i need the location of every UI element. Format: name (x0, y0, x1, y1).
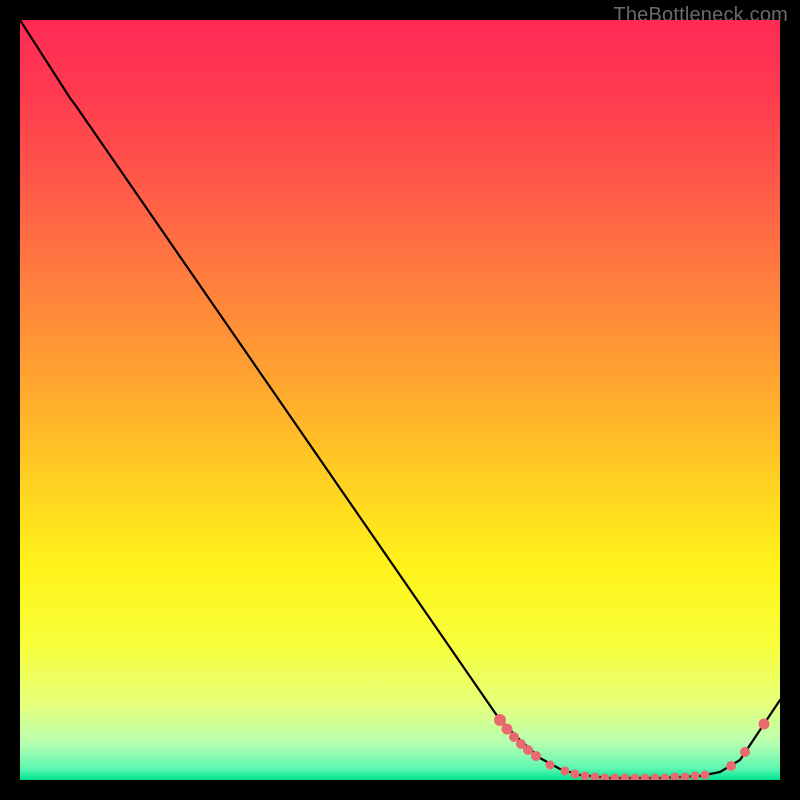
data-marker (523, 745, 533, 755)
data-markers (494, 714, 770, 780)
data-marker (494, 714, 506, 726)
curve-layer (20, 20, 780, 780)
bottleneck-curve (20, 20, 780, 778)
data-marker (561, 767, 570, 776)
data-marker (661, 774, 670, 781)
data-marker (740, 747, 750, 757)
data-marker (726, 761, 736, 771)
data-marker (681, 773, 690, 781)
data-marker (581, 772, 590, 781)
data-marker (759, 719, 770, 730)
data-marker (621, 774, 630, 781)
data-marker (502, 724, 513, 735)
data-marker (671, 773, 680, 781)
plot-area (20, 20, 780, 780)
data-marker (651, 774, 660, 781)
data-marker (601, 774, 610, 781)
data-marker (631, 774, 640, 781)
data-marker (641, 774, 650, 781)
data-marker (701, 771, 710, 780)
data-marker (571, 770, 580, 779)
data-marker (611, 774, 620, 781)
data-marker (531, 751, 541, 761)
data-marker (546, 761, 555, 770)
data-marker (691, 772, 700, 781)
data-marker (591, 773, 600, 781)
chart-canvas: TheBottleneck.com (0, 0, 800, 800)
